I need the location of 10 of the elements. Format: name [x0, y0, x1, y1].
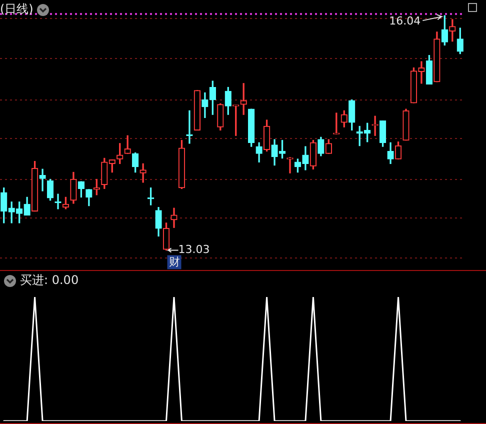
- text: 财: [168, 256, 180, 269]
- candlestick: [286, 157, 294, 174]
- candlestick: [372, 116, 378, 136]
- candlestick: [170, 208, 178, 228]
- annotation: 13.03: [178, 243, 210, 256]
- annotation: 16.04: [389, 14, 421, 28]
- chart-title: (日线): [0, 1, 34, 18]
- candlestick: [140, 163, 146, 183]
- chart-title: 买进: 0.00: [20, 272, 79, 289]
- candlestick: [39, 168, 46, 192]
